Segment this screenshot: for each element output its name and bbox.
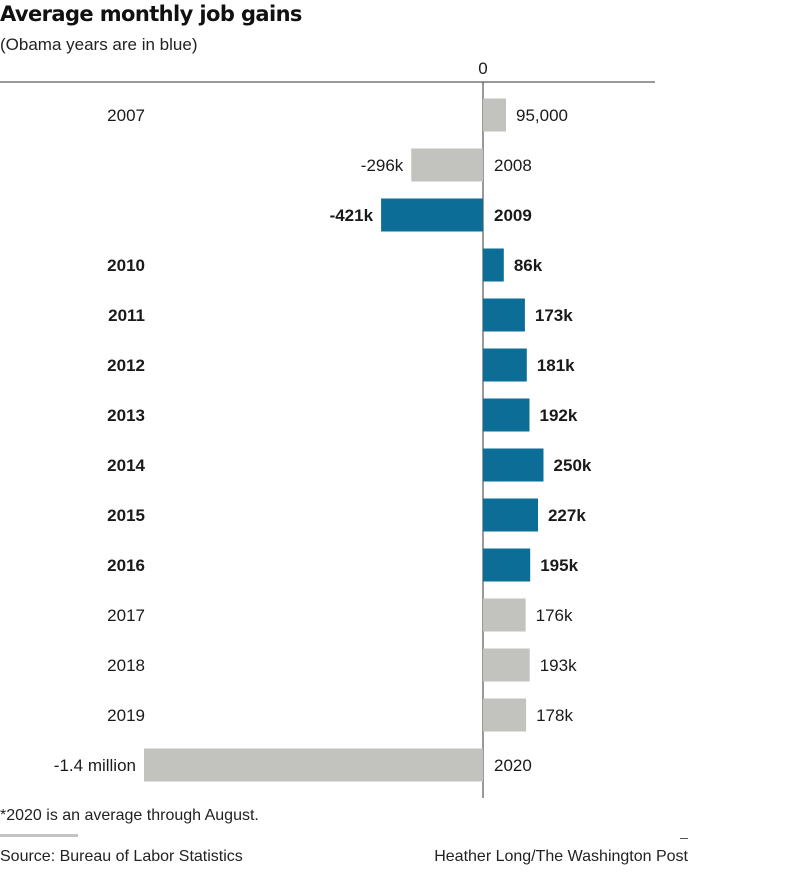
bar-2015	[483, 498, 538, 532]
footer-dash	[680, 838, 688, 839]
footnote: *2020 is an average through August.	[0, 807, 259, 824]
value-label-2020: -1.4 million	[54, 756, 136, 775]
bar-2011	[483, 298, 525, 332]
category-label-2011: 2011	[108, 306, 145, 325]
footer-divider	[0, 834, 78, 837]
value-label-2017: 176k	[536, 606, 573, 625]
bars-group: 2007 95,000 2008 -296k 2009 -421k 2010 86k 2011 1…	[54, 98, 592, 782]
bar-2014	[483, 448, 544, 482]
bar-2009	[381, 198, 483, 232]
value-label-2012: 181k	[537, 356, 575, 375]
value-label-2015: 227k	[548, 506, 586, 525]
bar-2008	[411, 148, 483, 182]
category-label-2017: 2017	[107, 606, 145, 625]
category-label-2018: 2018	[107, 656, 145, 675]
category-label-2015: 2015	[107, 506, 145, 525]
category-label-2019: 2019	[107, 706, 145, 725]
category-label-2007: 2007	[107, 106, 145, 125]
value-label-2018: 193k	[540, 656, 577, 675]
bar-2020	[144, 748, 483, 782]
category-label-2010: 2010	[107, 256, 145, 275]
bar-2018	[483, 648, 530, 682]
category-label-2014: 2014	[107, 456, 145, 475]
bar-2017	[483, 598, 526, 632]
category-label-2013: 2013	[107, 406, 145, 425]
category-label-2020: 2020	[494, 756, 532, 775]
bar-2012	[483, 348, 527, 382]
category-label-2012: 2012	[107, 356, 145, 375]
value-label-2009: -421k	[330, 206, 374, 225]
value-label-2013: 192k	[539, 406, 577, 425]
value-label-2008: -296k	[361, 156, 404, 175]
value-label-2019: 178k	[536, 706, 573, 725]
bar-2007	[483, 98, 506, 132]
value-label-2007: 95,000	[516, 106, 568, 125]
credit-note: Heather Long/The Washington Post	[434, 848, 688, 865]
value-label-2016: 195k	[540, 556, 578, 575]
category-label-2008: 2008	[494, 156, 532, 175]
chart-subtitle: (Obama years are in blue)	[0, 35, 198, 54]
bar-2016	[483, 548, 531, 582]
value-label-2011: 173k	[535, 306, 573, 325]
bar-2019	[483, 698, 527, 732]
bar-2013	[483, 398, 530, 432]
source-note: Source: Bureau of Labor Statistics	[0, 848, 243, 865]
chart-title: Average monthly job gains	[0, 2, 302, 26]
bar-2010	[483, 248, 504, 282]
zero-tick-label: 0	[478, 59, 487, 78]
category-label-2016: 2016	[107, 556, 145, 575]
value-label-2014: 250k	[554, 456, 592, 475]
value-label-2010: 86k	[514, 256, 543, 275]
category-label-2009: 2009	[494, 206, 532, 225]
